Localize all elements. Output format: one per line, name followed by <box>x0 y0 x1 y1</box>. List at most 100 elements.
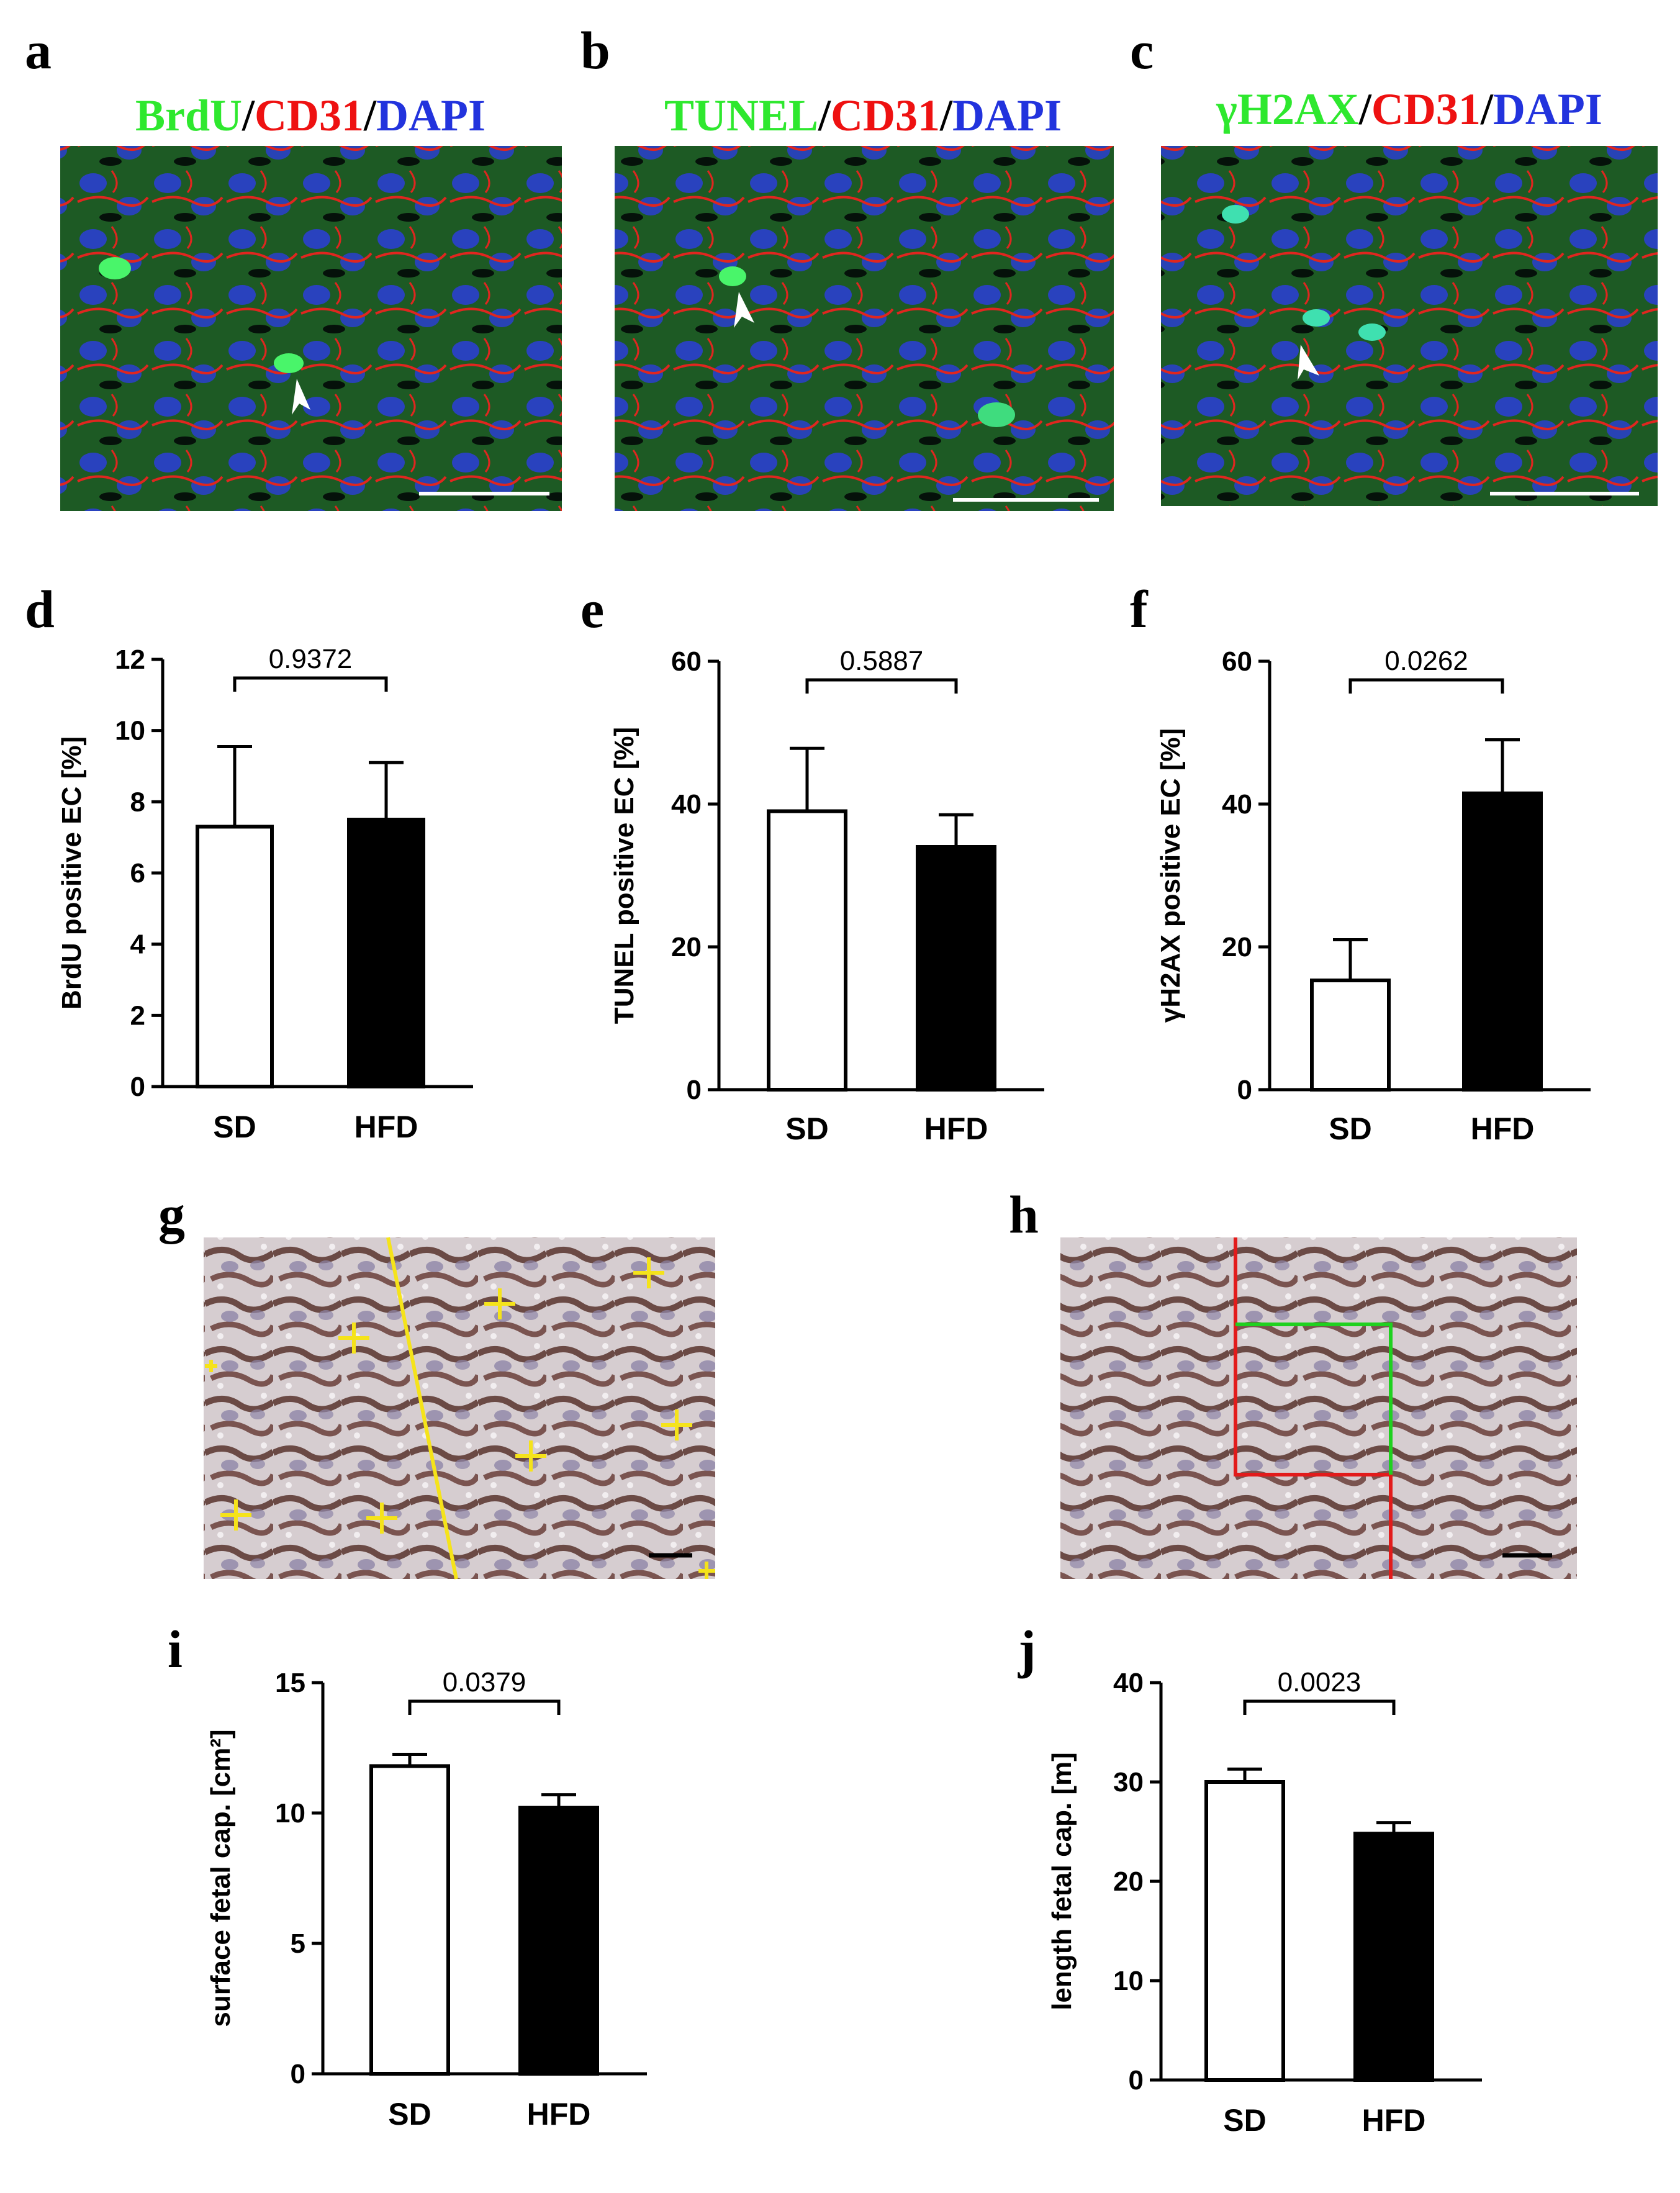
y-tick-label: 15 <box>275 1668 305 1698</box>
y-tick-label: 60 <box>671 646 702 677</box>
stain-label-cd31: CD31 <box>1371 84 1481 134</box>
panel-letter-b: b <box>580 20 610 80</box>
category-label: HFD <box>1362 2103 1426 2138</box>
y-tick-label: 0 <box>1129 2065 1144 2096</box>
micrograph-tunel <box>615 146 1114 511</box>
micrograph-brdu <box>60 146 562 511</box>
y-tick-label: 8 <box>130 787 145 817</box>
stain-title-a: BrdU/CD31/DAPI <box>135 91 485 140</box>
stain-label-cd31: CD31 <box>255 91 364 140</box>
significance-bracket <box>805 678 958 694</box>
category-label: HFD <box>527 2097 591 2132</box>
bar-sd <box>1204 1780 1285 2082</box>
panel-letter-g: g <box>158 1185 185 1244</box>
y-tick-label: 40 <box>1222 789 1252 820</box>
p-value-label: 0.0023 <box>1278 1667 1362 1698</box>
inclusion-line <box>1235 1323 1393 1475</box>
y-tick-label: 20 <box>1222 932 1252 962</box>
panel-letter-f: f <box>1130 579 1149 639</box>
stain-separator: / <box>939 91 953 140</box>
panel-letter-a: a <box>25 20 52 80</box>
significance-bracket <box>1243 1699 1396 1715</box>
chart-brdu: d 0 2 4 6 8 10 12 BrdU positive EC [%] SD HFD 0.937… <box>25 579 473 1144</box>
test-line <box>386 1237 458 1580</box>
p-value-label: 0.0379 <box>443 1667 526 1698</box>
arrowhead-icon <box>292 379 310 415</box>
micrograph-stereology-points <box>204 1237 715 1580</box>
p-value-label: 0.9372 <box>269 644 353 674</box>
stain-label-gh2ax: γH2AX <box>1216 84 1359 134</box>
y-tick-label: 10 <box>275 1798 305 1829</box>
chart-tunel: e 0 20 40 60 TUNEL positive EC [%] SD HFD 0.5887 <box>580 579 1044 1146</box>
stain-separator: / <box>363 91 377 140</box>
bar-sd <box>369 1764 450 2076</box>
stain-title-c: γH2AX/CD31/DAPI <box>1216 84 1602 134</box>
bar-sd <box>767 809 847 1092</box>
stain-label-dapi: DAPI <box>1493 84 1602 134</box>
bar-sd <box>196 825 274 1088</box>
category-label: HFD <box>924 1111 988 1146</box>
bar-sd <box>1310 979 1391 1092</box>
y-tick-label: 6 <box>130 858 145 889</box>
panel-letter-h: h <box>1009 1185 1039 1244</box>
stain-separator: / <box>242 91 255 140</box>
y-tick-label: 20 <box>671 932 702 962</box>
category-label: SD <box>388 2097 431 2132</box>
significance-bracket <box>233 676 388 692</box>
y-tick-label: 12 <box>115 644 145 675</box>
stain-label-brdu: BrdU <box>135 91 242 140</box>
y-tick-label: 2 <box>130 1000 145 1031</box>
category-label: SD <box>1223 2103 1266 2138</box>
y-tick-label: 4 <box>130 929 146 960</box>
y-tick-label: 0 <box>130 1072 145 1102</box>
significance-bracket <box>1348 678 1504 694</box>
stain-label-dapi: DAPI <box>952 91 1062 140</box>
y-tick-label: 20 <box>1113 1866 1144 1897</box>
tunel-positive-nucleus <box>719 266 746 286</box>
y-tick-label: 5 <box>291 1928 305 1959</box>
chart-length: j 0 10 20 30 40 length fetal cap. [m] SD HFD 0.00… <box>1018 1619 1482 2138</box>
exclusion-line <box>1234 1237 1393 1579</box>
category-label: SD <box>213 1110 256 1144</box>
panel-letter-j: j <box>1018 1619 1036 1679</box>
gh2ax-positive-nucleus <box>1222 205 1249 224</box>
y-tick-label: 10 <box>1113 1966 1144 1996</box>
category-label: SD <box>1329 1111 1371 1146</box>
bar-hfd <box>1462 791 1543 1092</box>
stain-title-b: TUNEL/CD31/DAPI <box>664 91 1062 140</box>
y-tick-label: 0 <box>687 1075 702 1105</box>
stain-separator: / <box>818 91 831 140</box>
y-axis-label: length fetal cap. [m] <box>1047 1752 1077 2010</box>
panel-letter-c: c <box>1130 20 1154 80</box>
p-value-label: 0.5887 <box>840 646 924 676</box>
arrowhead-icon <box>734 292 754 328</box>
category-label: SD <box>785 1111 828 1146</box>
bar-hfd <box>518 1806 599 2076</box>
category-label: HFD <box>355 1110 418 1144</box>
chart-surface: i 0 5 10 15 surface fetal cap. [cm²] SD HFD 0.03… <box>168 1619 647 2132</box>
panel-letter-e: e <box>580 579 604 639</box>
stain-label-dapi: DAPI <box>376 91 485 140</box>
brdu-positive-nucleus <box>99 257 131 279</box>
category-label: HFD <box>1471 1111 1535 1146</box>
y-axis-label: γH2AX positive EC [%] <box>1155 728 1186 1023</box>
stain-separator: / <box>1480 84 1494 134</box>
micrograph-gh2ax <box>1161 146 1658 506</box>
gh2ax-positive-nucleus <box>1358 323 1386 341</box>
panel-letter-d: d <box>25 579 55 639</box>
p-value-label: 0.0262 <box>1384 646 1468 676</box>
y-tick-label: 10 <box>115 716 145 746</box>
y-tick-label: 30 <box>1113 1767 1144 1797</box>
significance-bracket <box>408 1699 561 1715</box>
brdu-positive-nucleus <box>274 353 304 373</box>
arrowhead-icon <box>1298 345 1319 380</box>
y-tick-label: 0 <box>1237 1075 1252 1105</box>
micrograph-counting-frame <box>1060 1237 1577 1579</box>
bar-hfd <box>347 818 425 1088</box>
y-axis-label: surface fetal cap. [cm²] <box>205 1729 236 2027</box>
chart-gh2ax: f 0 20 40 60 γH2AX positive EC [%] SD HFD 0.0262 <box>1130 579 1591 1146</box>
gh2ax-positive-nucleus <box>1303 309 1330 327</box>
stain-label-cd31: CD31 <box>831 91 940 140</box>
test-points <box>205 1257 715 1579</box>
